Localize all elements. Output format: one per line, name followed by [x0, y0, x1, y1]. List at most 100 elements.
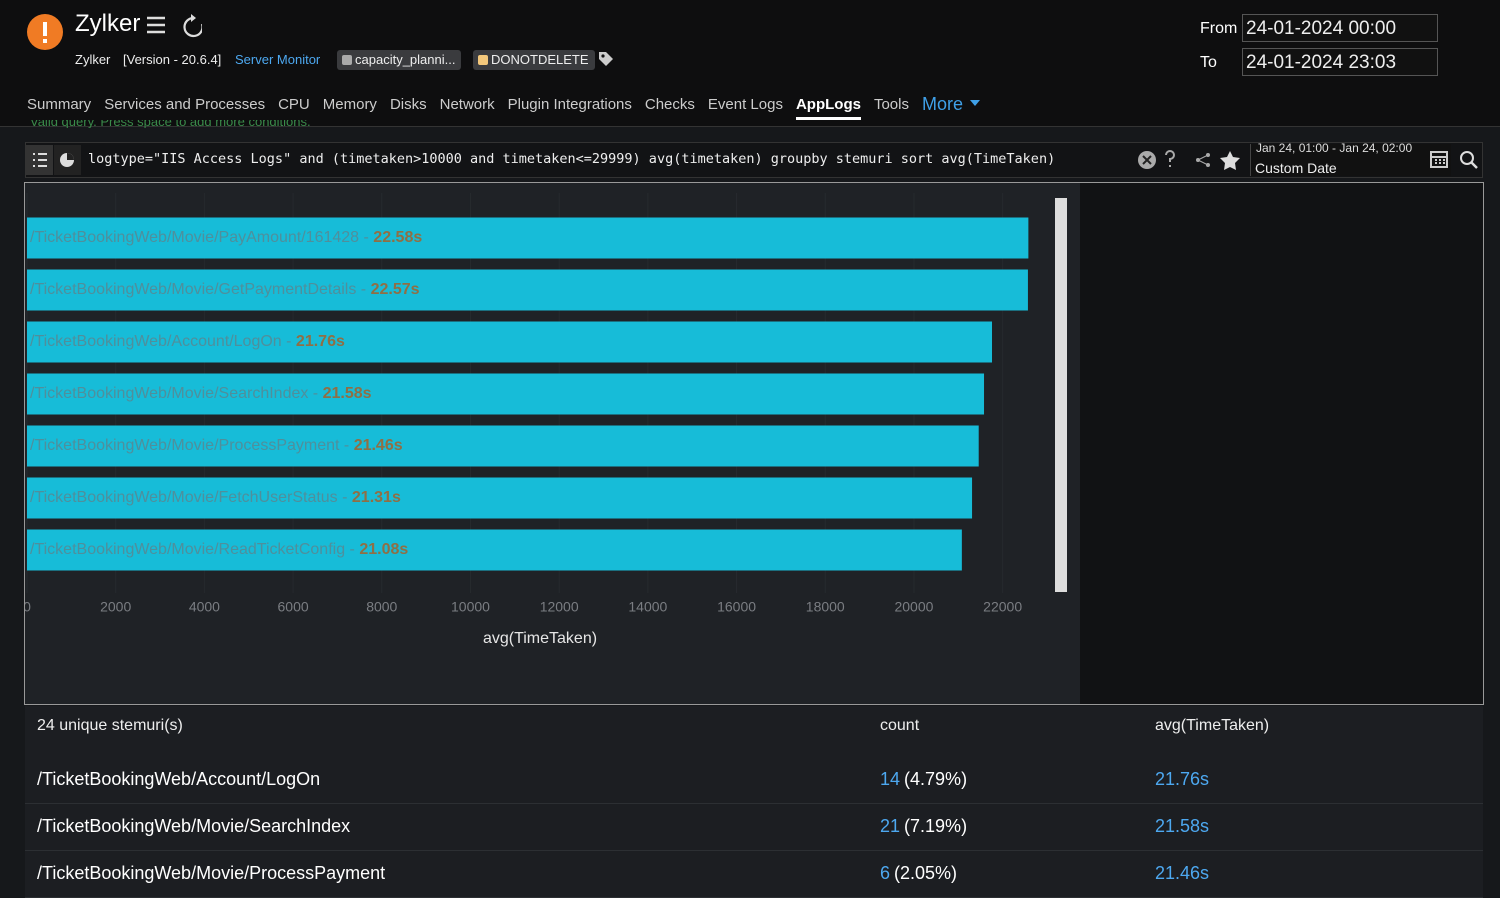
x-tick-label: 16000: [717, 599, 756, 615]
tab[interactable]: Summary: [27, 96, 92, 113]
value-label: 22.57s: [371, 281, 420, 298]
to-value: 24-01-2024 23:03: [1246, 52, 1397, 73]
more-menu[interactable]: More: [922, 94, 981, 120]
table-header: 24 unique stemuri(s) count avg(TimeTaken): [25, 706, 1483, 758]
category-label: /TicketBookingWeb/Movie/SearchIndex: [30, 385, 308, 402]
count-percent: (2.05%): [894, 863, 958, 883]
from-input[interactable]: 24-01-2024 00:00: [1242, 14, 1438, 42]
tag[interactable]: DONOTDELETE: [473, 50, 595, 70]
bar: [27, 425, 979, 467]
count-cell: 21 (7.19%): [880, 816, 967, 837]
from-label: From: [1200, 20, 1238, 37]
label-separator: -: [338, 489, 352, 506]
stemuri-cell: /TicketBookingWeb/Movie/ProcessPayment: [37, 863, 386, 883]
x-tick-label: 12000: [540, 599, 579, 615]
bar: [27, 269, 1028, 311]
avg-cell[interactable]: 21.58s: [1155, 816, 1210, 836]
stemuri-cell: /TicketBookingWeb/Movie/SearchIndex: [37, 816, 351, 836]
query-bar: [25, 142, 1483, 178]
x-tick-label: 20000: [894, 599, 933, 615]
label-separator: -: [308, 385, 322, 402]
category-label: /TicketBookingWeb/Movie/GetPaymentDetail…: [30, 281, 356, 298]
tab-bar: Summary Services and Processes CPU Memory Di…: [27, 94, 981, 120]
category-label: /TicketBookingWeb/Movie/PayAmount/161428: [30, 229, 359, 246]
bar-label: /TicketBookingWeb/Movie/PayAmount/161428…: [30, 229, 422, 246]
side-panel: [1080, 183, 1483, 704]
chart: 0 2000 4000 6000 8000 10000 12000 14000 16000 180…: [24, 182, 1484, 705]
category-label: /TicketBookingWeb/Movie/ProcessPayment: [30, 437, 340, 454]
label-separator: -: [282, 333, 296, 350]
bar-label: /TicketBookingWeb/Account/LogOn - 21.76s: [30, 333, 345, 350]
tab[interactable]: Memory: [322, 96, 377, 113]
bar: [27, 373, 985, 415]
count-cell: 14 (4.79%): [880, 769, 967, 790]
x-tick-label: 2000: [100, 599, 131, 615]
table-row[interactable]: /TicketBookingWeb/Account/LogOn 14 (4.79%)…: [25, 757, 1483, 804]
count-cell: 6 (2.05%): [880, 863, 957, 884]
account: Zylker: [75, 52, 111, 67]
table-row[interactable]: /TicketBookingWeb/Movie/ProcessPayment 6(…: [25, 851, 1483, 898]
tag-text: DONOTDELETE: [491, 52, 589, 67]
value-label: 21.31s: [352, 489, 401, 506]
tab[interactable]: Network: [439, 96, 495, 113]
status-icon: [27, 14, 63, 50]
tab[interactable]: Disks: [389, 96, 427, 113]
query-text[interactable]: logtype="IIS Access Logs" and (timetaken…: [88, 151, 1056, 167]
tab[interactable]: Services and Processes: [104, 96, 266, 113]
view-toggle[interactable]: [26, 145, 82, 175]
bar: [27, 217, 1029, 259]
x-tick-label: 18000: [806, 599, 845, 615]
header-icons[interactable]: [146, 14, 202, 38]
tab[interactable]: Event Logs: [707, 96, 783, 113]
bar: [27, 529, 962, 571]
label-separator: -: [356, 281, 370, 298]
tab[interactable]: Checks: [644, 96, 695, 113]
query-actions[interactable]: [1137, 148, 1247, 172]
scrollbar[interactable]: [1055, 198, 1067, 592]
x-tick-label: 10000: [451, 599, 490, 615]
x-tick-label: 0: [24, 599, 31, 615]
label-separator: -: [359, 229, 373, 246]
count-percent: (4.79%): [904, 769, 968, 789]
tab[interactable]: CPU: [278, 96, 310, 113]
bar-label: /TicketBookingWeb/Movie/FetchUserStatus …: [30, 489, 401, 506]
tab[interactable]: Tools: [873, 96, 909, 113]
value-label: 22.58s: [373, 229, 422, 246]
to-label: To: [1200, 54, 1217, 71]
label-separator: -: [339, 437, 353, 454]
header-cell: avg(TimeTaken): [1155, 717, 1270, 734]
label-separator: -: [345, 541, 359, 558]
category-label: /TicketBookingWeb/Movie/FetchUserStatus: [30, 489, 338, 506]
table-row[interactable]: /TicketBookingWeb/Movie/SearchIndex 21 (7.…: [25, 804, 1483, 851]
to-input[interactable]: 24-01-2024 23:03: [1242, 48, 1438, 76]
monitor-type[interactable]: Server Monitor: [235, 52, 321, 67]
bar: [27, 321, 993, 363]
count-value[interactable]: 6: [880, 863, 891, 883]
avg-cell[interactable]: 21.46s: [1155, 863, 1210, 883]
time-range[interactable]: [1250, 144, 1451, 176]
query-hint: Valid query. Press space to add more con…: [30, 120, 311, 128]
from-value: 24-01-2024 00:00: [1246, 18, 1397, 39]
tab[interactable]: AppLogs: [795, 96, 861, 120]
value-label: 21.08s: [359, 541, 408, 558]
tag[interactable]: capacity_planni...: [337, 50, 462, 70]
time-range-text: Jan 24, 01:00 - Jan 24, 02:00: [1256, 141, 1413, 155]
tab[interactable]: Plugin Integrations: [507, 96, 632, 113]
time-mode: Custom Date: [1255, 160, 1337, 176]
bar: [27, 477, 973, 519]
x-tick-label: 6000: [278, 599, 309, 615]
count-value[interactable]: 21: [880, 816, 901, 836]
x-tick-label: 14000: [628, 599, 667, 615]
value-label: 21.46s: [354, 437, 403, 454]
calendar-search[interactable]: [1430, 150, 1480, 170]
bar-label: /TicketBookingWeb/Movie/ReadTicketConfig…: [30, 541, 408, 558]
x-axis-label: avg(TimeTaken): [483, 630, 597, 647]
category-label: /TicketBookingWeb/Movie/ReadTicketConfig: [30, 541, 345, 558]
tag-icon[interactable]: [598, 51, 614, 67]
stemuri-cell: /TicketBookingWeb/Account/LogOn: [37, 769, 321, 789]
count-value[interactable]: 14: [880, 769, 901, 789]
tag-text: capacity_planni...: [355, 52, 456, 67]
avg-cell[interactable]: 21.76s: [1155, 769, 1210, 789]
x-tick-label: 22000: [983, 599, 1022, 615]
